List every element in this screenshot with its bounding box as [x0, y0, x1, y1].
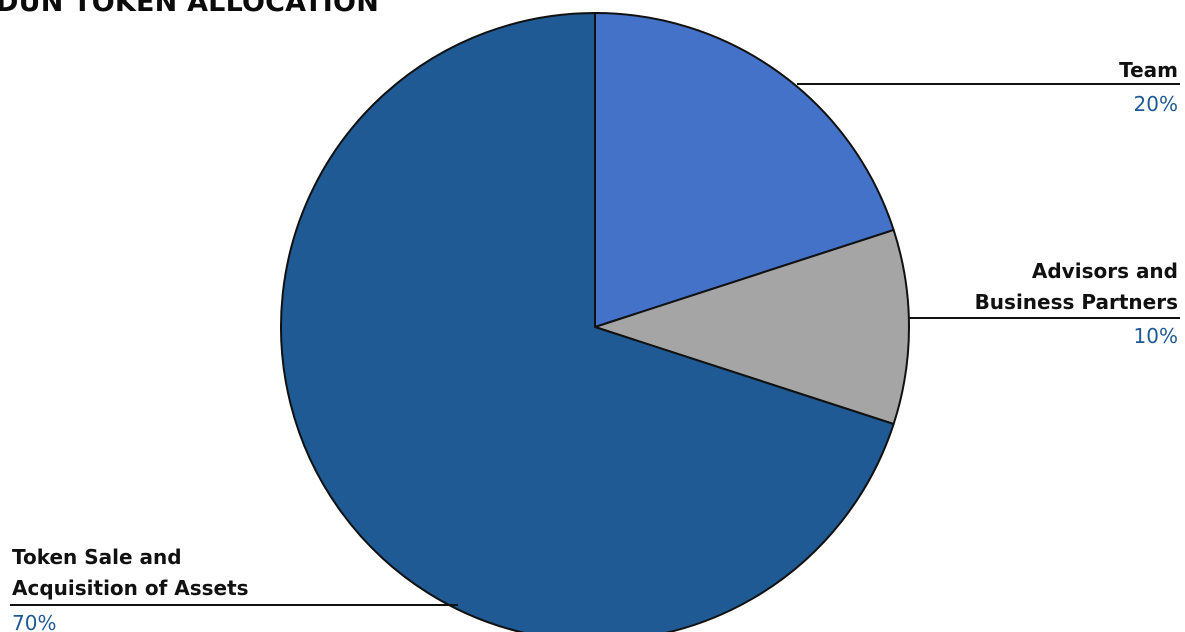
- chart-title: DUN TOKEN ALLOCATION: [0, 0, 379, 18]
- pie-labels: Team 20% Advisors and Business Partners 10% T…: [12, 58, 1178, 632]
- slice-label-team: Team: [1119, 58, 1178, 82]
- slice-label-advisors-and-business-partners-line-2: Business Partners: [975, 290, 1178, 314]
- slice-value-token-sale-and-acquisition-of-assets: 70%: [12, 611, 56, 632]
- slice-value-team: 20%: [1134, 92, 1178, 116]
- slice-label-token-sale-and-acquisition-of-assets-line-1: Token Sale and: [12, 545, 182, 569]
- slice-value-advisors-and-business-partners: 10%: [1134, 324, 1178, 348]
- slice-label-advisors-and-business-partners-line-1: Advisors and: [1032, 259, 1178, 283]
- slice-label-token-sale-and-acquisition-of-assets-line-2: Acquisition of Assets: [12, 576, 249, 600]
- pie-slice-token-sale-and-acquisition-of-assets: [280, 12, 895, 632]
- pie-slice-team: [594, 12, 895, 328]
- pie-slices: [280, 12, 910, 632]
- pie-leader-lines: [10, 83, 1180, 606]
- pie-slice-advisors-and-business-partners: [594, 228, 910, 426]
